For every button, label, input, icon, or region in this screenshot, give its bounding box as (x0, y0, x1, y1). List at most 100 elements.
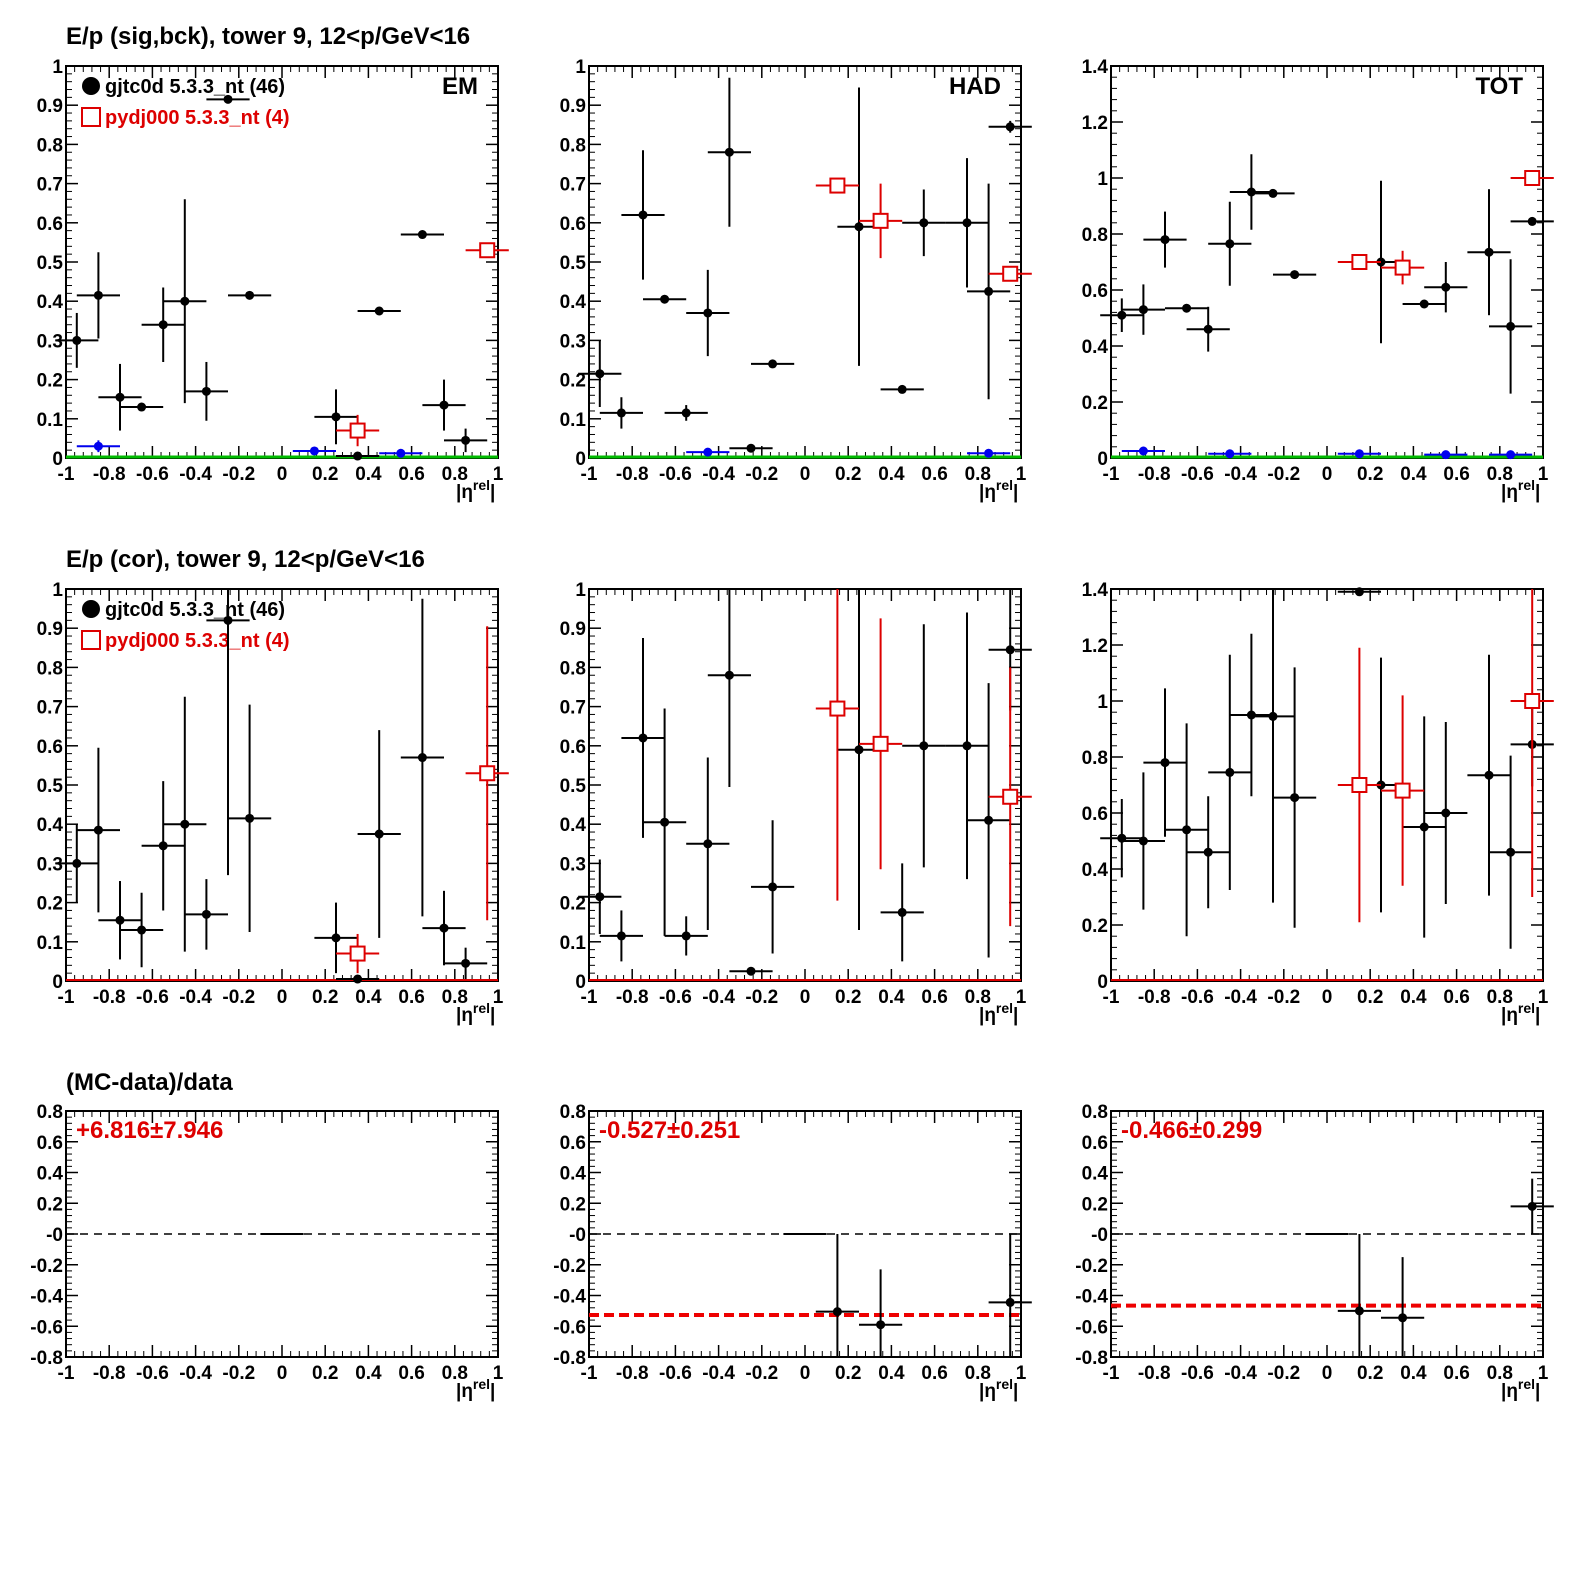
y-tick-label: 0.3 (560, 854, 586, 875)
data-marker (137, 925, 147, 935)
data-marker (439, 400, 449, 410)
x-tick-label: 1 (1016, 987, 1027, 1008)
data-marker (93, 290, 103, 300)
mc-marker (829, 700, 846, 717)
data-marker (854, 745, 864, 755)
x-tick-label: -0.4 (179, 464, 212, 485)
y-tick-label: 0.5 (37, 253, 64, 274)
data-marker (331, 412, 341, 422)
bck-marker (1225, 449, 1235, 459)
data-marker (417, 230, 427, 240)
ratio-marker (1398, 1313, 1408, 1323)
x-tick-label: 0.2 (1357, 464, 1383, 485)
bck-marker (93, 441, 103, 451)
x-tick-label: 0.8 (965, 464, 991, 485)
mc-marker (1002, 265, 1019, 282)
y-tick-label: 1 (575, 580, 586, 601)
data-marker (1246, 710, 1256, 720)
data-marker (962, 218, 972, 228)
mc-marker (1394, 259, 1411, 276)
ratio-marker (832, 1307, 842, 1317)
x-tick-label: -0.6 (136, 987, 169, 1008)
mc-marker (872, 212, 889, 229)
data-marker (681, 408, 691, 418)
data-marker (1160, 758, 1170, 768)
x-tick-label: 0 (800, 464, 811, 485)
y-tick-label: 0.6 (37, 737, 63, 758)
x-tick-label: 0.2 (312, 987, 338, 1008)
x-tick-label: 0.8 (442, 1363, 468, 1384)
x-tick-label: 0.8 (1487, 464, 1513, 485)
x-tick-label: -0.8 (616, 987, 649, 1008)
mc-marker (829, 177, 846, 194)
x-tick-label: 0 (1322, 464, 1333, 485)
x-tick-label: -0.6 (659, 464, 692, 485)
mc-marker (1524, 170, 1541, 186)
x-tick-label: 0.8 (965, 1363, 991, 1384)
x-tick-label: 0.6 (921, 1363, 947, 1384)
y-tick-label: 0.7 (37, 698, 63, 719)
x-tick-label: 0.6 (398, 1363, 424, 1384)
y-tick-label: 0.6 (37, 1133, 63, 1154)
x-tick-label: -0.8 (1138, 1363, 1171, 1384)
data-marker (1203, 324, 1213, 334)
x-tick-label: -0.8 (616, 464, 649, 485)
x-tick-label: 0 (277, 987, 288, 1008)
x-tick-label: -0.6 (1181, 464, 1214, 485)
x-tick-label: 0.2 (835, 464, 861, 485)
data-marker (638, 733, 648, 743)
x-tick-label: -1 (581, 987, 598, 1008)
x-tick-label: 0.4 (355, 1363, 382, 1384)
y-tick-label: -0.2 (553, 1256, 586, 1277)
y-tick-label: 0.1 (37, 933, 64, 954)
y-tick-label: 1 (52, 57, 63, 78)
x-tick-label: 1 (1538, 1363, 1549, 1384)
x-tick-label: 0 (277, 1363, 288, 1384)
x-tick-label: 0.8 (442, 987, 468, 1008)
y-tick-label: 0.3 (37, 331, 63, 352)
y-tick-label: 0 (1097, 972, 1108, 993)
x-tick-label: 0.6 (398, 987, 424, 1008)
y-tick-label: 0.6 (560, 737, 586, 758)
y-tick-label: 0.4 (560, 292, 587, 313)
x-tick-label: -0.4 (702, 987, 735, 1008)
x-tick-label: 0 (277, 464, 288, 485)
data-marker (1419, 299, 1429, 309)
data-marker (1527, 216, 1537, 226)
x-tick-label: 1 (493, 987, 504, 1008)
legend-data-label: gjtc0d 5.3.3_nt (46) (105, 76, 285, 98)
y-tick-label: 0.2 (1082, 1194, 1108, 1215)
data-marker (746, 966, 756, 976)
x-tick-label: 0.4 (1400, 987, 1427, 1008)
y-tick-label: 0.4 (560, 815, 587, 836)
mc-marker (1002, 788, 1019, 805)
x-tick-label: 0.4 (1400, 464, 1427, 485)
data-marker (1246, 187, 1256, 197)
bck-marker (1441, 450, 1451, 460)
x-tick-label: 0.4 (878, 987, 905, 1008)
data-marker (703, 839, 713, 849)
data-marker (984, 286, 994, 296)
x-tick-label: 0.8 (965, 987, 991, 1008)
x-tick-label: -1 (1103, 987, 1120, 1008)
data-marker (1506, 847, 1516, 857)
y-tick-label: 0.1 (37, 410, 64, 431)
data-marker (72, 858, 82, 868)
y-tick-label: 0.8 (37, 135, 63, 156)
data-marker (331, 933, 341, 943)
data-marker (1419, 822, 1429, 832)
x-tick-label: -1 (58, 987, 75, 1008)
data-marker (1117, 310, 1127, 320)
y-tick-label: 1 (1097, 169, 1108, 190)
x-tick-label: -0.2 (222, 464, 255, 485)
x-tick-label: 0 (1322, 1363, 1333, 1384)
y-tick-label: -0.8 (30, 1348, 63, 1369)
data-marker (158, 841, 168, 851)
y-tick-label: 0.2 (37, 1194, 63, 1215)
y-tick-label: 0.4 (1082, 1164, 1109, 1185)
y-tick-label: 0.6 (1082, 804, 1108, 825)
data-marker (1225, 239, 1235, 249)
x-tick-label: -0.2 (222, 987, 255, 1008)
x-tick-label: 1 (1538, 464, 1549, 485)
